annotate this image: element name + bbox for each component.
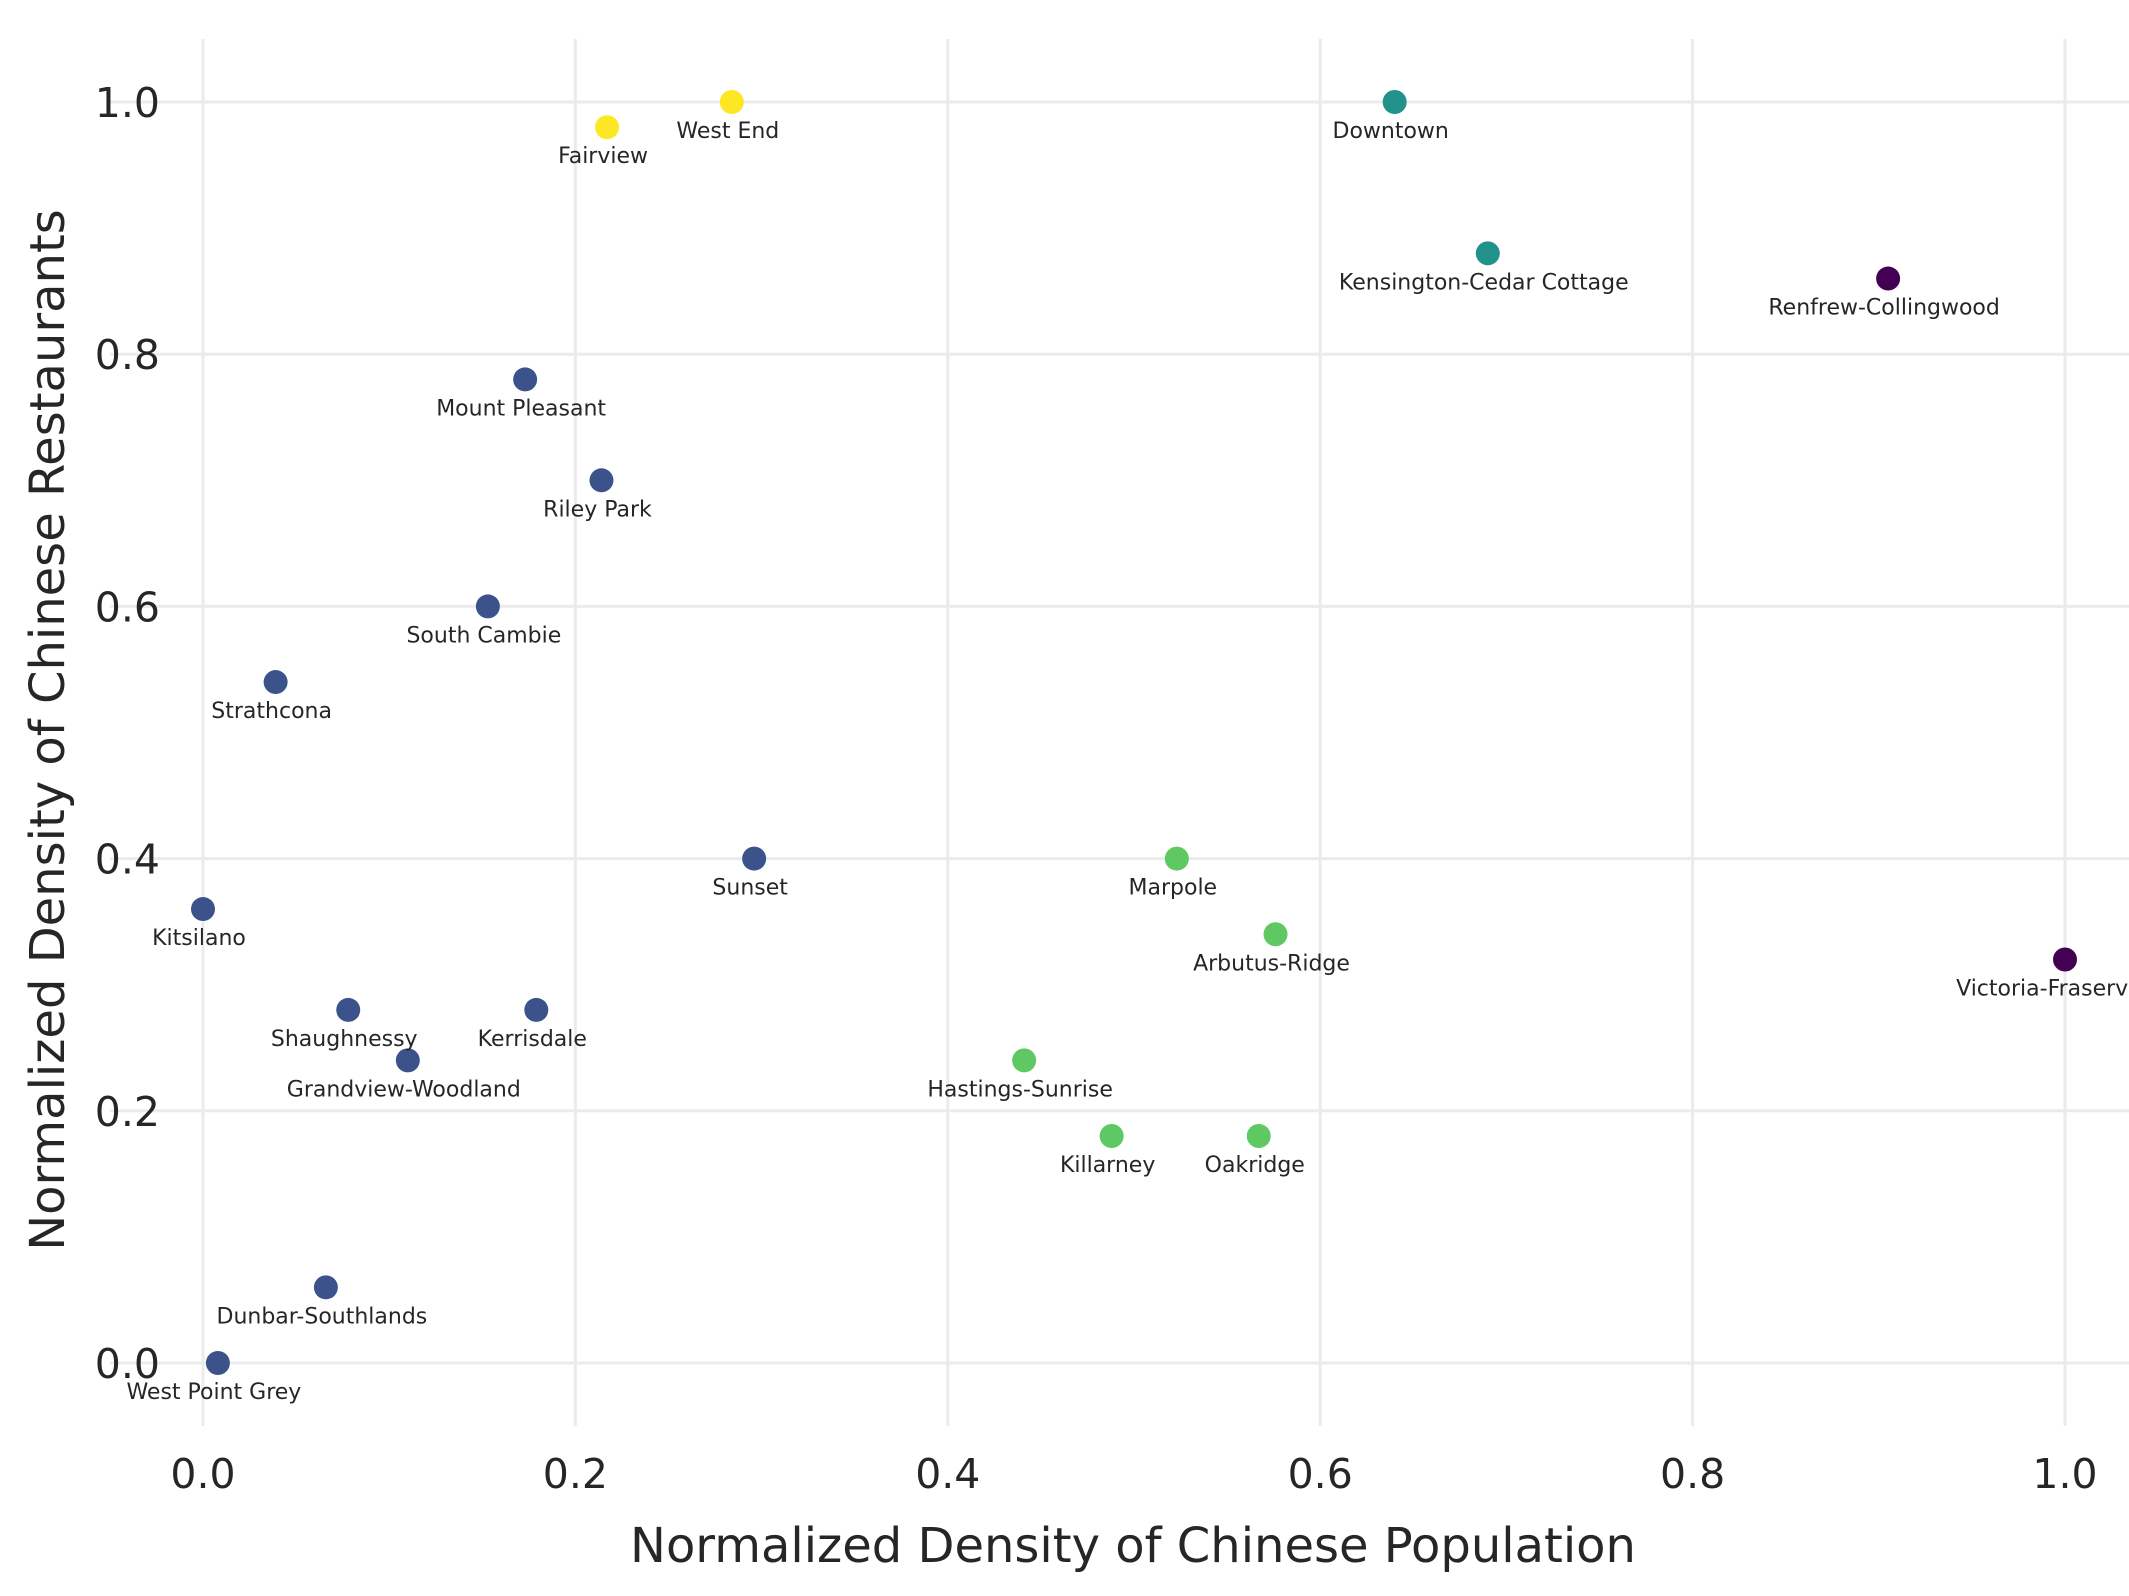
point-label: Downtown	[1333, 119, 1449, 144]
y-tick-labels: 0.0 0.2 0.4 0.6 0.8 1.0	[95, 79, 160, 1388]
data-point	[1164, 846, 1189, 871]
data-point	[475, 594, 500, 619]
x-tick-labels: 0.0 0.2 0.4 0.6 0.8 1.0	[170, 1450, 2097, 1498]
x-tick-label: 0.0	[170, 1450, 235, 1498]
x-tick-label: 1.0	[2032, 1450, 2097, 1498]
y-tick-label: 0.4	[95, 836, 160, 884]
point-label: Strathcona	[211, 699, 332, 724]
data-point	[395, 1048, 420, 1073]
data-point	[1246, 1124, 1271, 1149]
x-tick-label: 0.6	[1288, 1450, 1353, 1498]
data-point	[263, 670, 288, 695]
x-tick-label: 0.2	[543, 1450, 608, 1498]
point-label: Oakridge	[1205, 1153, 1305, 1178]
data-point	[1099, 1124, 1124, 1149]
data-point	[1475, 241, 1500, 266]
data-point	[589, 468, 614, 493]
x-tick-label: 0.4	[915, 1450, 980, 1498]
point-label: Arbutus-Ridge	[1193, 951, 1350, 976]
y-tick-label: 0.6	[95, 583, 160, 631]
data-point	[742, 846, 767, 871]
data-point	[205, 1351, 230, 1375]
data-point	[191, 897, 215, 922]
data-point	[1263, 922, 1288, 947]
point-label: Hastings-Sunrise	[927, 1077, 1113, 1102]
point-label: Kerrisdale	[478, 1027, 587, 1052]
data-point	[719, 90, 744, 114]
data-point	[1012, 1048, 1037, 1073]
data-point	[1876, 266, 1901, 291]
point-label: West End	[676, 119, 779, 144]
y-tick-label: 1.0	[95, 79, 160, 127]
point-label: Grandview-Woodland	[287, 1077, 521, 1102]
data-point	[336, 997, 361, 1022]
point-label: Kensington-Cedar Cottage	[1339, 270, 1629, 295]
point-label: Marpole	[1129, 876, 1218, 901]
x-tick-label: 0.8	[1660, 1450, 1725, 1498]
point-label: Victoria-Fraserview	[1956, 976, 2129, 1001]
x-axis-label: Normalized Density of Chinese Population	[630, 1518, 1636, 1574]
point-label: West Point Grey	[126, 1380, 301, 1405]
grid-lines	[109, 38, 2129, 1427]
y-axis-label: Normalized Density of Chinese Restaurant…	[20, 209, 76, 1251]
point-label: Kitsilano	[152, 926, 246, 951]
point-label: Riley Park	[543, 497, 652, 522]
point-label: Sunset	[712, 876, 788, 901]
data-point	[2053, 947, 2077, 972]
point-label: Fairview	[558, 144, 648, 169]
data-point	[1382, 90, 1407, 114]
data-point	[595, 115, 620, 140]
data-point	[524, 997, 549, 1022]
data-points	[191, 90, 2077, 1375]
point-label: Shaughnessy	[271, 1027, 418, 1052]
point-label: Renfrew-Collingwood	[1768, 296, 2000, 321]
data-point	[313, 1275, 338, 1300]
point-label: Mount Pleasant	[436, 396, 606, 421]
data-point	[513, 367, 538, 392]
point-label: Dunbar-Southlands	[217, 1304, 428, 1329]
y-tick-label: 0.8	[95, 331, 160, 379]
y-tick-label: 0.2	[95, 1088, 160, 1136]
point-label: South Cambie	[406, 623, 561, 648]
point-label: Killarney	[1060, 1153, 1155, 1178]
point-labels: West End Fairview Downtown Kensington-Cedar…	[126, 119, 2129, 1405]
y-tick-label: 0.0	[95, 1340, 160, 1388]
